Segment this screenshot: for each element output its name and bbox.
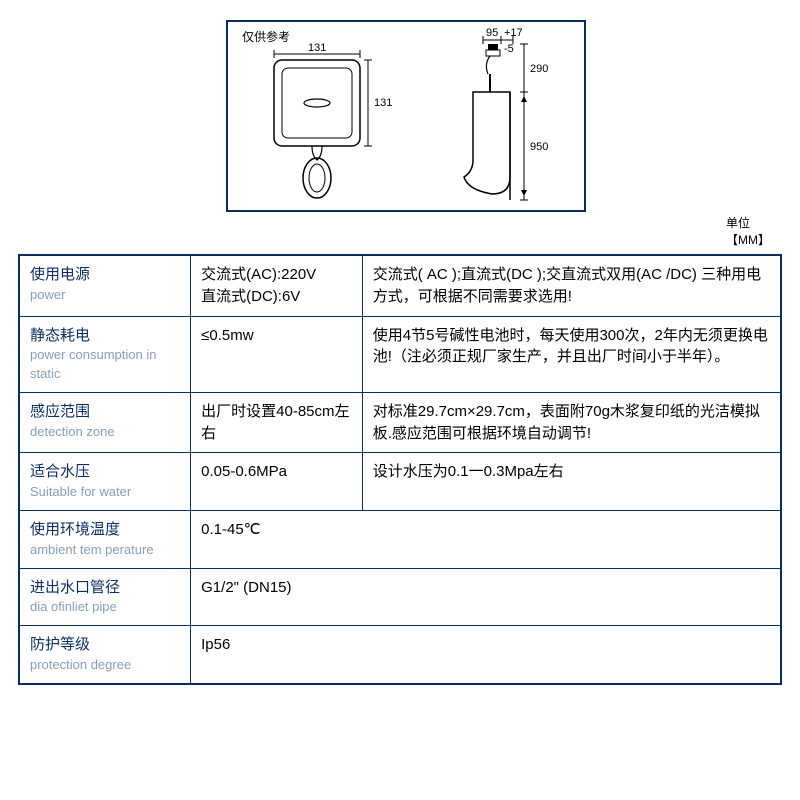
- table-row: 使用电源power交流式(AC):220V直流式(DC):6V交流式( AC )…: [19, 255, 781, 316]
- spec-label-zh: 使用电源: [30, 264, 180, 286]
- diagram-box: 仅供参考 131 131: [226, 20, 586, 212]
- spec-label-cell: 感应范围detection zone: [19, 392, 191, 453]
- spec-label-zh: 防护等级: [30, 634, 180, 656]
- spec-label-en: protection degree: [30, 656, 180, 675]
- spec-label-en: Suitable for water: [30, 483, 180, 502]
- spec-label-en: power consumption in static: [30, 346, 180, 384]
- side-top-dim1: 95: [486, 27, 498, 39]
- spec-desc-cell: 使用4节5号碱性电池时，每天使用300次，2年内无须更换电池!（注必须正规厂家生…: [362, 316, 781, 392]
- spec-label-cell: 使用环境温度ambient tem perature: [19, 511, 191, 569]
- unit-label: 单位【MM】: [726, 214, 782, 248]
- spec-label-cell: 进出水口管径dia ofinliet pipe: [19, 568, 191, 626]
- spec-label-zh: 进出水口管径: [30, 577, 180, 599]
- spec-value-cell: ≤0.5mw: [191, 316, 363, 392]
- diagram-svg: 131 131: [228, 22, 588, 214]
- side-top-dim3: -5: [504, 43, 514, 55]
- spec-value-cell: G1/2" (DN15): [191, 568, 781, 626]
- front-height-dim: 131: [374, 97, 392, 109]
- spec-label-zh: 适合水压: [30, 461, 180, 483]
- spec-desc-cell: 交流式( AC );直流式(DC );交直流式双用(AC /DC) 三种用电方式…: [362, 255, 781, 316]
- diagram-wrapper: 仅供参考 131 131: [226, 20, 782, 248]
- spec-label-en: power: [30, 286, 180, 305]
- spec-label-zh: 感应范围: [30, 401, 180, 423]
- side-top-dim2: +17: [504, 27, 523, 39]
- spec-label-en: dia ofinliet pipe: [30, 598, 180, 617]
- spec-desc-cell: 设计水压为0.1一0.3Mpa左右: [362, 453, 781, 511]
- table-row: 使用环境温度ambient tem perature0.1-45℃: [19, 511, 781, 569]
- side-upper-dim: 290: [530, 63, 548, 75]
- spec-value-cell: 交流式(AC):220V直流式(DC):6V: [191, 255, 363, 316]
- page-container: 仅供参考 131 131: [0, 0, 800, 705]
- spec-desc-cell: 对标准29.7cm×29.7cm，表面附70g木浆复印纸的光洁模拟板.感应范围可…: [362, 392, 781, 453]
- spec-label-cell: 静态耗电power consumption in static: [19, 316, 191, 392]
- spec-label-zh: 静态耗电: [30, 325, 180, 347]
- spec-label-en: ambient tem perature: [30, 541, 180, 560]
- table-row: 感应范围detection zone出厂时设置40-85cm左右对标准29.7c…: [19, 392, 781, 453]
- spec-value-cell: 出厂时设置40-85cm左右: [191, 392, 363, 453]
- spec-label-zh: 使用环境温度: [30, 519, 180, 541]
- table-row: 适合水压Suitable for water0.05-0.6MPa设计水压为0.…: [19, 453, 781, 511]
- spec-value-cell: 0.05-0.6MPa: [191, 453, 363, 511]
- spec-table: 使用电源power交流式(AC):220V直流式(DC):6V交流式( AC )…: [18, 254, 782, 685]
- spec-label-cell: 适合水压Suitable for water: [19, 453, 191, 511]
- spec-label-en: detection zone: [30, 423, 180, 442]
- spec-value-cell: 0.1-45℃: [191, 511, 781, 569]
- table-row: 防护等级protection degreeIp56: [19, 626, 781, 684]
- front-width-dim: 131: [308, 42, 326, 54]
- table-row: 静态耗电power consumption in static≤0.5mw使用4…: [19, 316, 781, 392]
- spec-value-cell: Ip56: [191, 626, 781, 684]
- front-view-group: 131 131: [274, 42, 392, 198]
- spec-label-cell: 防护等级protection degree: [19, 626, 191, 684]
- table-row: 进出水口管径dia ofinliet pipeG1/2" (DN15): [19, 568, 781, 626]
- side-lower-dim: 950: [530, 141, 548, 153]
- spec-label-cell: 使用电源power: [19, 255, 191, 316]
- side-view-group: 95 +17 -5 290: [464, 27, 548, 200]
